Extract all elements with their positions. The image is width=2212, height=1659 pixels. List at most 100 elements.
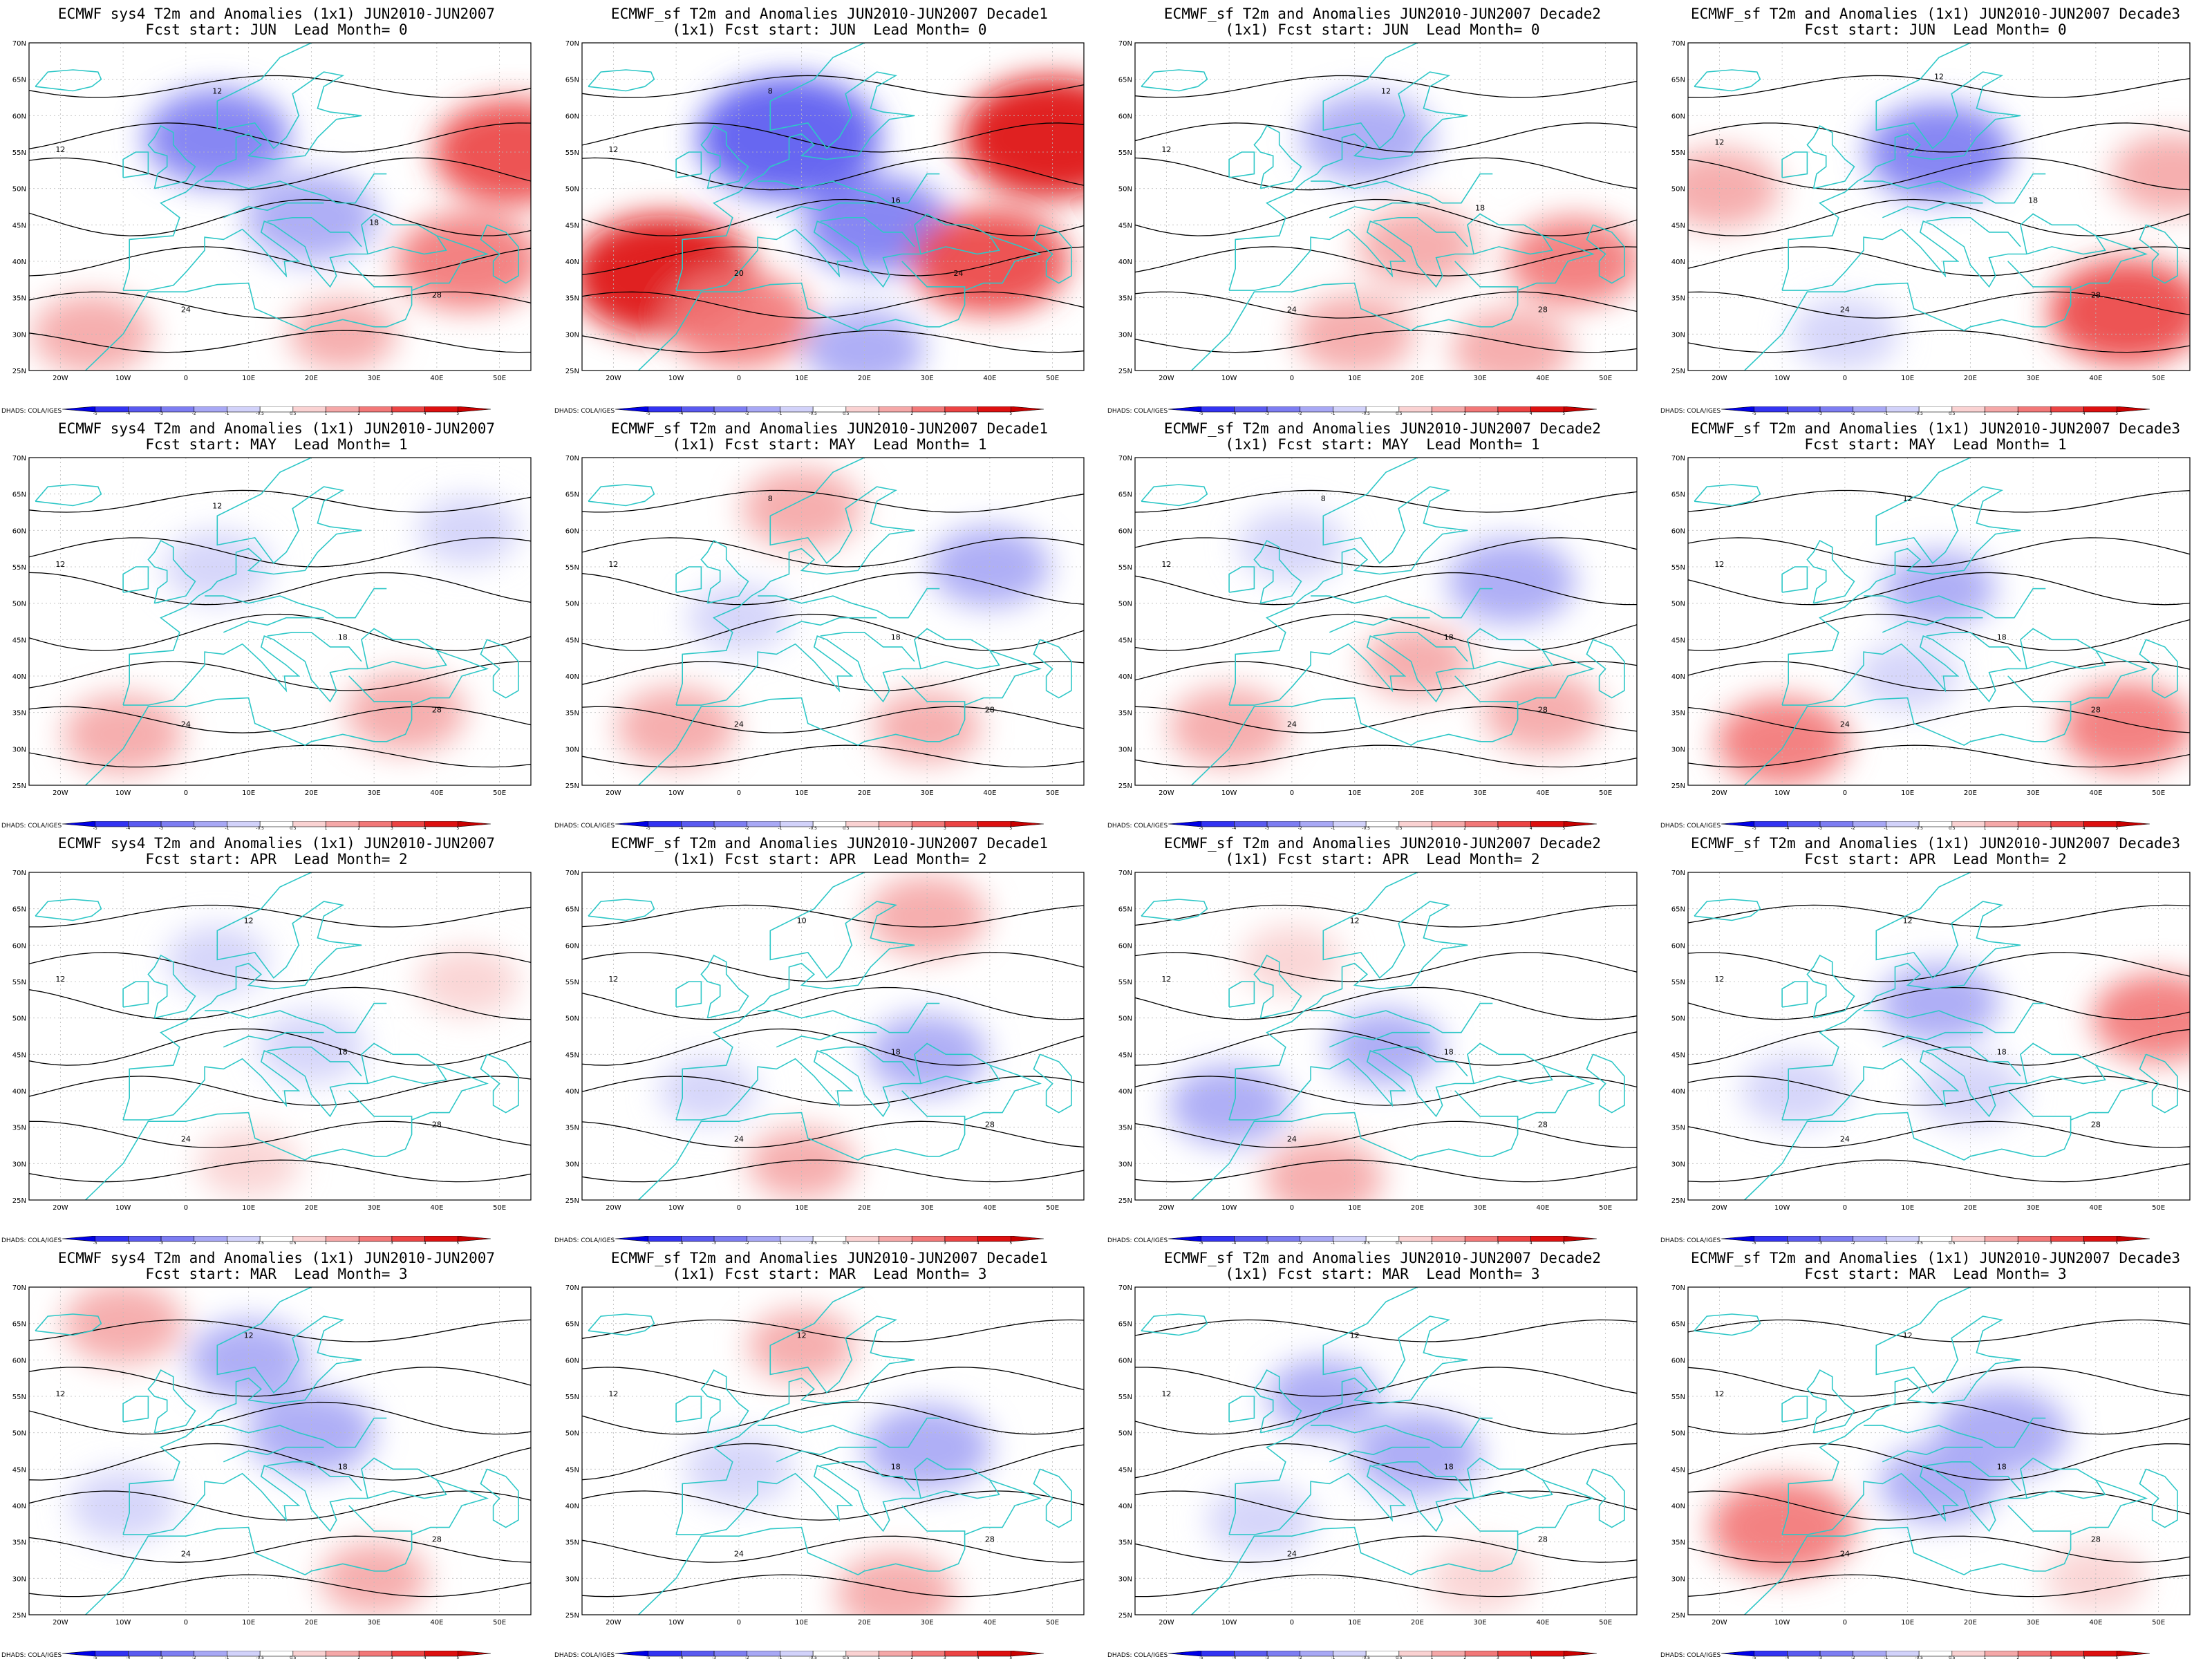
- contour-label: 24: [734, 720, 744, 729]
- colorbar-swatch: [1754, 1651, 1788, 1657]
- lon-tick-label: 50E: [2152, 375, 2165, 382]
- lon-tick-label: 10E: [1901, 375, 1914, 382]
- colorbar-swatch: [911, 821, 946, 827]
- panel-subtitle: Fcst start: APR Lead Month= 2: [145, 851, 408, 868]
- lat-tick-label: 70N: [12, 40, 26, 48]
- contour-label: 28: [432, 706, 442, 715]
- credit-text: DHADS: COLA/IGES: [1107, 1237, 1168, 1244]
- colorbar-swatch: [845, 1651, 879, 1657]
- colorbar-swatch: [1201, 406, 1235, 413]
- lat-tick-label: 65N: [1118, 491, 1132, 499]
- contour-label: 24: [954, 269, 964, 278]
- colorbar-label: 5: [456, 411, 459, 415]
- panel-subtitle: (1x1) Fcst start: APR Lead Month= 2: [1225, 851, 1540, 868]
- lon-tick-label: 20E: [1964, 1619, 1977, 1627]
- colorbar-label: -1: [225, 1241, 229, 1244]
- panel-subtitle: Fcst start: MAY Lead Month= 1: [1804, 436, 2067, 453]
- contour-label: 24: [1287, 720, 1297, 729]
- colorbar-label: 0.5: [290, 826, 297, 830]
- colorbar-swatch: [458, 1236, 491, 1242]
- lat-tick-label: 45N: [1671, 637, 1685, 644]
- colorbar-swatch: [128, 821, 162, 827]
- colorbar-label: -3: [1265, 826, 1269, 830]
- lon-tick-label: 10W: [1774, 789, 1790, 797]
- lat-tick-label: 65N: [1118, 906, 1132, 914]
- colorbar-swatch: [780, 1651, 814, 1657]
- lon-tick-label: 50E: [1599, 1204, 1612, 1212]
- lon-tick-label: 40E: [2089, 375, 2102, 382]
- colorbar-swatch: [2050, 1236, 2084, 1242]
- colorbar-swatch: [648, 1236, 682, 1242]
- lon-tick-label: 10E: [242, 789, 255, 797]
- lat-tick-label: 35N: [12, 1539, 26, 1547]
- colorbar-swatch: [391, 406, 425, 413]
- panel-subtitle: (1x1) Fcst start: APR Lead Month= 2: [672, 851, 987, 868]
- colorbar-label: -3: [159, 1241, 163, 1244]
- colorbar-swatch: [1464, 1236, 1499, 1242]
- contour-label: 24: [1840, 720, 1850, 729]
- credit-text: DHADS: COLA/IGES: [554, 1237, 615, 1244]
- colorbar-swatch: [1234, 1651, 1268, 1657]
- colorbar-label: -4: [1785, 1241, 1789, 1244]
- colorbar-label: -0.5: [256, 411, 264, 415]
- colorbar: -5 -4 -3 -2 -1 -0.5 0.5 1 2 3 4 5: [615, 1236, 1044, 1244]
- lat-tick-label: 50N: [1118, 1430, 1132, 1438]
- contour-label: 28: [1538, 1535, 1548, 1544]
- lat-tick-label: 65N: [565, 906, 579, 914]
- lat-tick-label: 35N: [1671, 295, 1685, 303]
- lat-tick-label: 40N: [12, 259, 26, 266]
- colorbar-swatch: [713, 1651, 748, 1657]
- lon-tick-label: 10E: [795, 789, 808, 797]
- lon-tick-label: 10E: [242, 1204, 255, 1212]
- contour-label: 18: [369, 218, 379, 227]
- anomaly-region: [666, 271, 812, 368]
- colorbar-swatch: [1365, 406, 1400, 413]
- colorbar-swatch: [648, 821, 682, 827]
- lat-tick-label: 65N: [12, 906, 26, 914]
- credit-text: DHADS: COLA/IGES: [1660, 1652, 1721, 1659]
- contour-label: 18: [1444, 632, 1454, 641]
- lat-tick-label: 60N: [12, 942, 26, 950]
- anomaly-region: [1447, 538, 1575, 624]
- lon-tick-label: 20E: [858, 375, 871, 382]
- lat-tick-label: 70N: [1671, 455, 1685, 462]
- anomaly-region: [1329, 1009, 1443, 1085]
- lon-tick-label: 0: [1290, 375, 1294, 382]
- colorbar-swatch: [424, 406, 458, 413]
- colorbar-swatch: [259, 406, 294, 413]
- lon-tick-label: 20E: [305, 789, 318, 797]
- colorbar-swatch: [1564, 406, 1597, 413]
- lat-tick-label: 35N: [12, 295, 26, 303]
- anomaly-map: 12 12 18 24 28 70N 65N 60N 55N 50N 45N 40N 35N 30N 25N…: [1118, 40, 1638, 382]
- lat-tick-label: 60N: [12, 1357, 26, 1365]
- colorbar-label: 2: [357, 1656, 360, 1659]
- colorbar-label: 1: [325, 826, 328, 830]
- colorbar-swatch: [1886, 1651, 1920, 1657]
- lat-tick-label: 70N: [1671, 870, 1685, 877]
- anomaly-region: [1294, 294, 1415, 371]
- contour-label: 12: [797, 1331, 807, 1340]
- anomaly-map: 12 12 18 24 28 70N 65N 60N 55N 50N 45N 40N 35N 30N 25N…: [12, 1284, 532, 1627]
- colorbar-label: -5: [1199, 1656, 1203, 1659]
- colorbar-swatch: [227, 406, 261, 413]
- panel-title: ECMWF_sf T2m and Anomalies (1x1) JUN2010…: [1690, 6, 2180, 22]
- lat-tick-label: 55N: [12, 979, 26, 986]
- lat-tick-label: 40N: [1118, 259, 1132, 266]
- colorbar-label: -1: [1884, 1656, 1888, 1659]
- colorbar-swatch: [1011, 821, 1044, 827]
- colorbar-swatch: [747, 1651, 780, 1657]
- colorbar-swatch: [1819, 1651, 1854, 1657]
- lon-tick-label: 30E: [921, 1204, 934, 1212]
- lon-tick-label: 30E: [921, 375, 934, 382]
- anomaly-region: [1716, 697, 1849, 785]
- colorbar-label: 5: [2115, 411, 2118, 415]
- colorbar-swatch: [160, 1651, 195, 1657]
- lon-tick-label: 20W: [606, 789, 621, 797]
- colorbar-label: 4: [2083, 1656, 2086, 1659]
- colorbar-label: -3: [1265, 1241, 1269, 1244]
- lat-tick-label: 70N: [1118, 1284, 1132, 1292]
- lon-tick-label: 30E: [921, 789, 934, 797]
- lon-tick-label: 50E: [1599, 789, 1612, 797]
- contour-label: 16: [891, 196, 901, 205]
- colorbar-swatch: [358, 821, 393, 827]
